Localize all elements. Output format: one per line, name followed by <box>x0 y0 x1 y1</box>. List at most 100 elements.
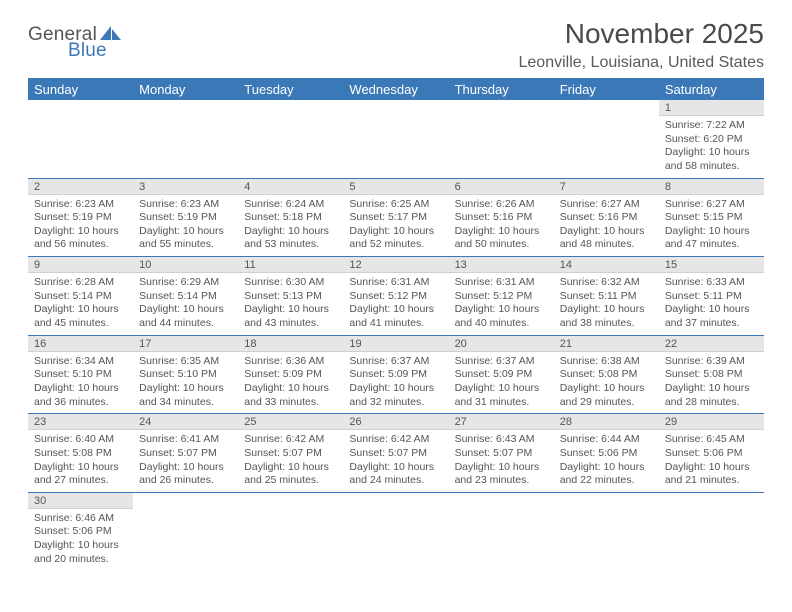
day-number: 18 <box>238 336 343 352</box>
weekday-label: Wednesday <box>343 82 448 97</box>
sunset-line: Sunset: 6:20 PM <box>665 133 758 147</box>
day-number: 8 <box>659 179 764 195</box>
sunrise-line: Sunrise: 6:25 AM <box>349 198 442 212</box>
daylight-line: Daylight: 10 hours and 40 minutes. <box>455 303 548 330</box>
day-number: 6 <box>449 179 554 195</box>
day-details: Sunrise: 6:32 AMSunset: 5:11 PMDaylight:… <box>554 273 659 335</box>
sunrise-line: Sunrise: 6:42 AM <box>244 433 337 447</box>
day-details: Sunrise: 6:33 AMSunset: 5:11 PMDaylight:… <box>659 273 764 335</box>
day-cell: 10Sunrise: 6:29 AMSunset: 5:14 PMDayligh… <box>133 257 238 335</box>
day-details: Sunrise: 6:36 AMSunset: 5:09 PMDaylight:… <box>238 352 343 414</box>
sunset-line: Sunset: 5:06 PM <box>34 525 127 539</box>
daylight-line: Daylight: 10 hours and 25 minutes. <box>244 461 337 488</box>
day-cell: 5Sunrise: 6:25 AMSunset: 5:17 PMDaylight… <box>343 179 448 257</box>
sunset-line: Sunset: 5:10 PM <box>34 368 127 382</box>
day-details: Sunrise: 6:29 AMSunset: 5:14 PMDaylight:… <box>133 273 238 335</box>
day-number: 12 <box>343 257 448 273</box>
day-details: Sunrise: 6:30 AMSunset: 5:13 PMDaylight:… <box>238 273 343 335</box>
sunset-line: Sunset: 5:08 PM <box>665 368 758 382</box>
day-cell: 19Sunrise: 6:37 AMSunset: 5:09 PMDayligh… <box>343 336 448 414</box>
calendar-page: General Blue November 2025 Leonville, Lo… <box>0 0 792 580</box>
sunrise-line: Sunrise: 6:37 AM <box>349 355 442 369</box>
day-details: Sunrise: 6:24 AMSunset: 5:18 PMDaylight:… <box>238 195 343 257</box>
sunset-line: Sunset: 5:12 PM <box>349 290 442 304</box>
daylight-line: Daylight: 10 hours and 26 minutes. <box>139 461 232 488</box>
sunset-line: Sunset: 5:07 PM <box>244 447 337 461</box>
day-number: 30 <box>28 493 133 509</box>
weekday-label: Tuesday <box>238 82 343 97</box>
day-cell: 2Sunrise: 6:23 AMSunset: 5:19 PMDaylight… <box>28 179 133 257</box>
day-cell: 9Sunrise: 6:28 AMSunset: 5:14 PMDaylight… <box>28 257 133 335</box>
day-number: 21 <box>554 336 659 352</box>
sunset-line: Sunset: 5:18 PM <box>244 211 337 225</box>
day-details: Sunrise: 6:37 AMSunset: 5:09 PMDaylight:… <box>343 352 448 414</box>
week-row: 16Sunrise: 6:34 AMSunset: 5:10 PMDayligh… <box>28 336 764 415</box>
day-number: 29 <box>659 414 764 430</box>
week-row: 9Sunrise: 6:28 AMSunset: 5:14 PMDaylight… <box>28 257 764 336</box>
brand-logo: General Blue <box>28 18 161 46</box>
daylight-line: Daylight: 10 hours and 37 minutes. <box>665 303 758 330</box>
day-cell <box>659 493 764 571</box>
sunset-line: Sunset: 5:15 PM <box>665 211 758 225</box>
daylight-line: Daylight: 10 hours and 44 minutes. <box>139 303 232 330</box>
daylight-line: Daylight: 10 hours and 53 minutes. <box>244 225 337 252</box>
day-number: 4 <box>238 179 343 195</box>
day-cell: 28Sunrise: 6:44 AMSunset: 5:06 PMDayligh… <box>554 414 659 492</box>
day-number: 15 <box>659 257 764 273</box>
day-cell: 24 Sunrise: 6:41 AMSunset: 5:07 PMDayligh… <box>133 414 238 492</box>
daylight-line: Daylight: 10 hours and 31 minutes. <box>455 382 548 409</box>
sunrise-line: Sunrise: 6:23 AM <box>34 198 127 212</box>
day-details: Sunrise: 6:34 AMSunset: 5:10 PMDaylight:… <box>28 352 133 414</box>
day-cell <box>554 100 659 178</box>
sunset-line: Sunset: 5:07 PM <box>139 447 232 461</box>
sunset-line: Sunset: 5:16 PM <box>455 211 548 225</box>
day-number: 28 <box>554 414 659 430</box>
sunrise-line: Sunrise: 6:41 AM <box>139 433 232 447</box>
day-cell: 17Sunrise: 6:35 AMSunset: 5:10 PMDayligh… <box>133 336 238 414</box>
sunrise-line: Sunrise: 6:27 AM <box>665 198 758 212</box>
day-number: 27 <box>449 414 554 430</box>
sunrise-line: Sunrise: 6:27 AM <box>560 198 653 212</box>
day-cell: 29Sunrise: 6:45 AMSunset: 5:06 PMDayligh… <box>659 414 764 492</box>
day-cell: 26Sunrise: 6:42 AMSunset: 5:07 PMDayligh… <box>343 414 448 492</box>
day-cell: 3Sunrise: 6:23 AMSunset: 5:19 PMDaylight… <box>133 179 238 257</box>
sunset-line: Sunset: 5:08 PM <box>560 368 653 382</box>
day-cell: 1Sunrise: 7:22 AMSunset: 6:20 PMDaylight… <box>659 100 764 178</box>
day-cell: 14Sunrise: 6:32 AMSunset: 5:11 PMDayligh… <box>554 257 659 335</box>
sunrise-line: Sunrise: 6:33 AM <box>665 276 758 290</box>
daylight-line: Daylight: 10 hours and 50 minutes. <box>455 225 548 252</box>
sunset-line: Sunset: 5:09 PM <box>244 368 337 382</box>
daylight-line: Daylight: 10 hours and 47 minutes. <box>665 225 758 252</box>
sunset-line: Sunset: 5:11 PM <box>665 290 758 304</box>
weekday-label: Friday <box>554 82 659 97</box>
day-number: 14 <box>554 257 659 273</box>
day-cell <box>238 493 343 571</box>
sunrise-line: Sunrise: 6:37 AM <box>455 355 548 369</box>
day-number: 11 <box>238 257 343 273</box>
sunrise-line: Sunrise: 6:26 AM <box>455 198 548 212</box>
week-row: 30Sunrise: 6:46 AMSunset: 5:06 PMDayligh… <box>28 493 764 571</box>
day-details: Sunrise: 6:25 AMSunset: 5:17 PMDaylight:… <box>343 195 448 257</box>
location-label: Leonville, Louisiana, United States <box>519 54 765 72</box>
day-cell <box>238 100 343 178</box>
page-header: General Blue November 2025 Leonville, Lo… <box>28 18 764 72</box>
daylight-line: Daylight: 10 hours and 21 minutes. <box>665 461 758 488</box>
month-title: November 2025 <box>519 18 765 50</box>
sunrise-line: Sunrise: 6:32 AM <box>560 276 653 290</box>
daylight-line: Daylight: 10 hours and 34 minutes. <box>139 382 232 409</box>
day-number: 1 <box>659 100 764 116</box>
day-number: 10 <box>133 257 238 273</box>
daylight-line: Daylight: 10 hours and 58 minutes. <box>665 146 758 173</box>
day-number: 23 <box>28 414 133 430</box>
day-number: 24 <box>133 414 238 430</box>
day-cell: 15Sunrise: 6:33 AMSunset: 5:11 PMDayligh… <box>659 257 764 335</box>
day-cell: 25Sunrise: 6:42 AMSunset: 5:07 PMDayligh… <box>238 414 343 492</box>
sunrise-line: Sunrise: 6:31 AM <box>349 276 442 290</box>
sunrise-line: Sunrise: 6:30 AM <box>244 276 337 290</box>
day-number: 20 <box>449 336 554 352</box>
sunset-line: Sunset: 5:08 PM <box>34 447 127 461</box>
daylight-line: Daylight: 10 hours and 45 minutes. <box>34 303 127 330</box>
day-number: 17 <box>133 336 238 352</box>
day-number: 7 <box>554 179 659 195</box>
daylight-line: Daylight: 10 hours and 28 minutes. <box>665 382 758 409</box>
